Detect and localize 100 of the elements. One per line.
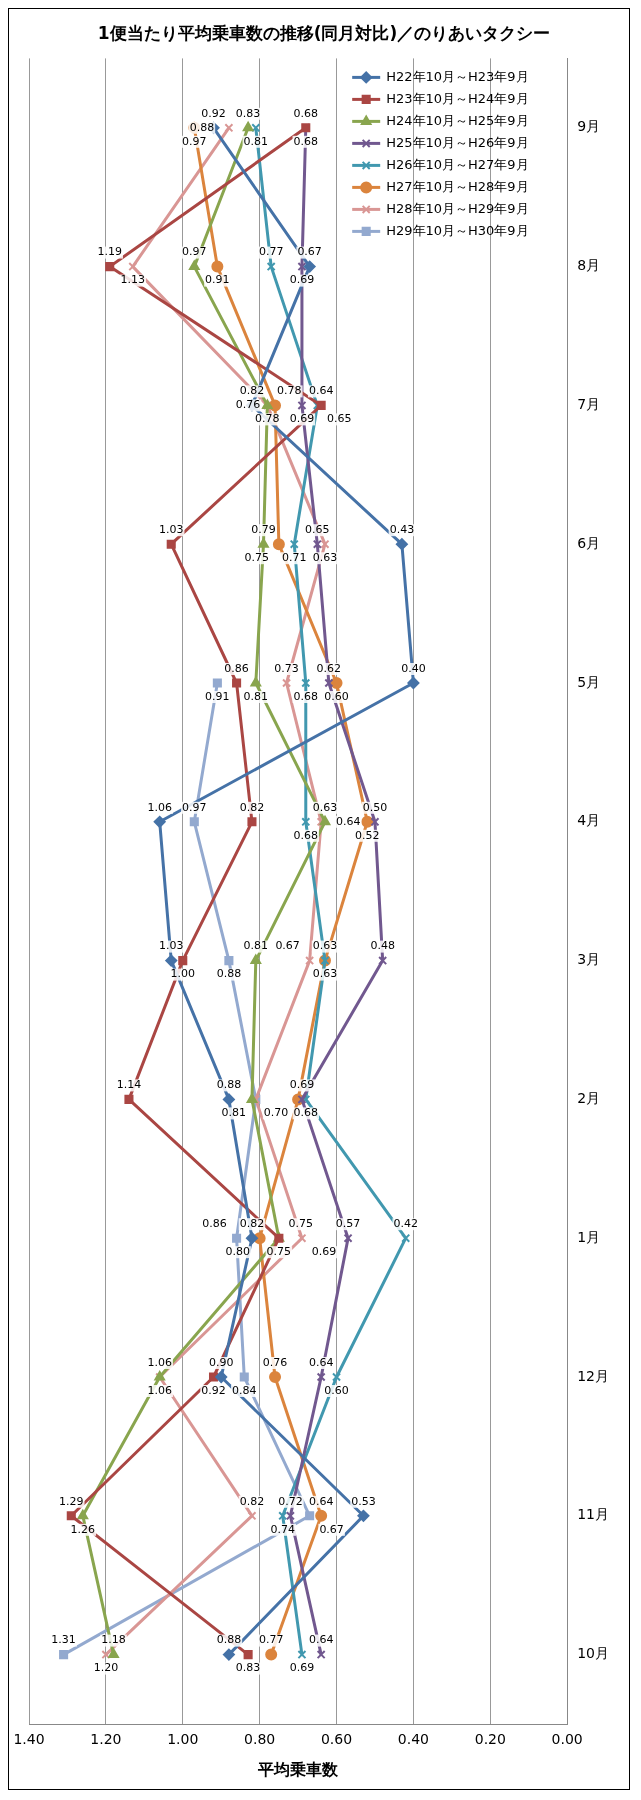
- data-label: 0.64: [308, 1633, 334, 1647]
- data-label: 1.03: [158, 523, 184, 537]
- data-label: 0.71: [282, 551, 307, 565]
- y-tick-label: 4月: [577, 812, 601, 829]
- data-label: 0.69: [289, 412, 315, 426]
- y-tick-label: 12月: [577, 1367, 610, 1384]
- y-tick-label: 10月: [577, 1645, 610, 1662]
- data-label: 0.81: [243, 689, 269, 703]
- data-label: 0.88: [216, 1633, 242, 1647]
- data-label: 0.68: [293, 689, 319, 703]
- data-label: 0.42: [393, 1217, 418, 1231]
- data-label: 0.43: [389, 523, 415, 537]
- data-label: 0.69: [289, 273, 315, 287]
- data-label: 0.63: [312, 939, 338, 953]
- data-label: 0.67: [297, 245, 322, 259]
- data-label: 1.14: [116, 1078, 142, 1092]
- y-tick-label: 3月: [577, 951, 601, 968]
- data-label: 0.75: [288, 1217, 314, 1231]
- data-label: 0.91: [205, 273, 230, 287]
- y-tick-label: 7月: [577, 396, 601, 413]
- legend-label: H23年10月～H24年9月: [386, 90, 529, 106]
- y-tick-label: 8月: [577, 257, 601, 274]
- data-label: 0.78: [255, 412, 280, 426]
- data-label: 0.72: [278, 1494, 303, 1508]
- data-label: 0.92: [201, 106, 226, 120]
- data-label: 0.97: [182, 134, 207, 148]
- data-label: 0.88: [189, 120, 215, 134]
- data-label: 0.75: [244, 551, 270, 565]
- data-label: 0.69: [289, 1078, 315, 1092]
- y-tick-label: 5月: [577, 673, 601, 690]
- data-label: 1.00: [170, 967, 196, 981]
- data-label: 0.40: [401, 661, 426, 675]
- data-label: 0.86: [224, 661, 249, 675]
- y-tick-label: 9月: [577, 118, 601, 135]
- data-label: 1.18: [101, 1633, 126, 1647]
- data-label: 0.60: [324, 689, 349, 703]
- data-label: 0.75: [266, 1245, 292, 1259]
- x-axis-title: 平均乗車数: [257, 1759, 340, 1779]
- data-label: 0.68: [293, 106, 319, 120]
- y-tick-label: 2月: [577, 1090, 601, 1107]
- data-label: 0.82: [239, 384, 265, 398]
- data-label: 0.77: [258, 245, 284, 259]
- data-label: 0.92: [201, 1383, 226, 1397]
- data-label: 0.81: [243, 134, 269, 148]
- data-label: 1.06: [147, 800, 172, 814]
- data-label: 0.86: [202, 1217, 227, 1231]
- data-label: 0.65: [327, 412, 352, 426]
- data-label: 0.63: [312, 551, 338, 565]
- chart-title: 1便当たり平均乗車数の推移(同月対比)／のりあいタクシー: [97, 22, 551, 43]
- data-label: 0.70: [263, 1106, 289, 1120]
- data-label: 0.50: [362, 800, 388, 814]
- legend-label: H29年10月～H30年9月: [386, 222, 529, 238]
- data-label: 0.48: [370, 939, 395, 953]
- data-label: 0.52: [355, 828, 380, 842]
- y-tick-label: 11月: [577, 1506, 610, 1523]
- data-label: 0.64: [308, 384, 334, 398]
- data-label: 1.31: [51, 1633, 76, 1647]
- data-label: 1.19: [97, 245, 122, 259]
- data-label: 0.69: [289, 1661, 315, 1675]
- data-label: 1.20: [93, 1661, 119, 1675]
- y-tick-label: 1月: [577, 1228, 601, 1245]
- data-label: 0.82: [239, 1217, 265, 1231]
- data-label: 0.84: [232, 1383, 257, 1397]
- x-tick-label: 0.80: [244, 1731, 276, 1748]
- data-label: 0.53: [351, 1494, 376, 1508]
- data-label: 1.06: [147, 1383, 172, 1397]
- data-label: 0.76: [262, 1355, 288, 1369]
- data-label: 0.74: [270, 1522, 295, 1536]
- data-label: 1.03: [158, 939, 184, 953]
- data-label: 0.68: [293, 1106, 319, 1120]
- data-label: 0.63: [312, 967, 338, 981]
- x-tick-label: 0.00: [551, 1731, 583, 1748]
- data-label: 0.78: [277, 384, 302, 398]
- data-label: 1.29: [59, 1494, 84, 1508]
- data-label: 0.79: [251, 523, 276, 537]
- data-label: 0.64: [308, 1494, 334, 1508]
- data-label: 0.88: [216, 1078, 242, 1092]
- data-label: 0.67: [319, 1522, 344, 1536]
- legend-label: H22年10月～H23年9月: [386, 68, 529, 84]
- x-tick-label: 1.20: [90, 1731, 122, 1748]
- data-label: 0.77: [258, 1633, 284, 1647]
- x-tick-label: 1.40: [13, 1731, 45, 1748]
- data-label: 0.64: [335, 814, 361, 828]
- data-label: 0.82: [239, 1494, 265, 1508]
- data-label: 1.26: [70, 1522, 96, 1536]
- legend-label: H24年10月～H25年9月: [386, 112, 529, 128]
- data-label: 0.90: [208, 1355, 234, 1369]
- legend-label: H28年10月～H29年9月: [386, 200, 529, 216]
- data-label: 0.76: [235, 398, 261, 412]
- data-label: 0.81: [221, 1106, 247, 1120]
- data-label: 0.62: [316, 661, 342, 675]
- data-label: 0.63: [312, 800, 338, 814]
- legend-label: H26年10月～H27年9月: [386, 156, 529, 172]
- data-label: 1.13: [120, 273, 146, 287]
- y-tick-label: 6月: [577, 534, 601, 551]
- data-label: 0.83: [235, 1661, 261, 1675]
- data-label: 0.68: [293, 828, 319, 842]
- data-label: 0.80: [225, 1245, 250, 1259]
- x-tick-label: 1.00: [167, 1731, 199, 1748]
- x-tick-label: 0.20: [474, 1731, 506, 1748]
